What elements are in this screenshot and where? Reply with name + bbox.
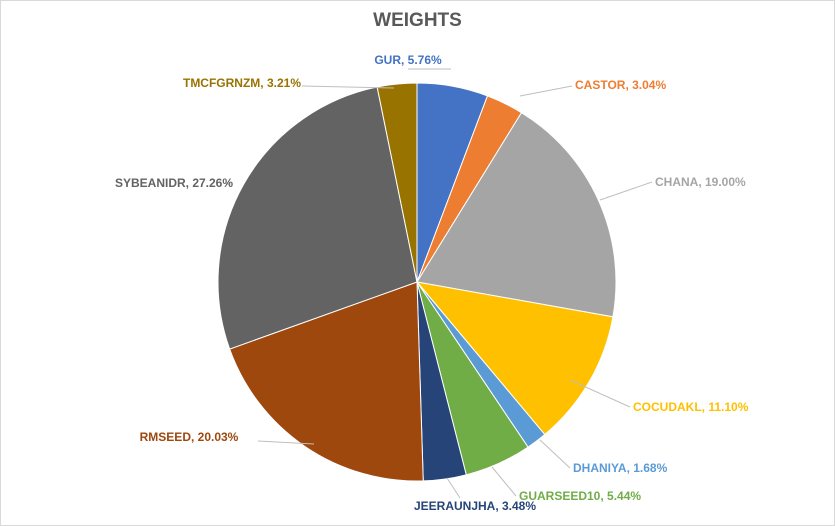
pie-slice-rmseed [229, 281, 424, 482]
data-label-dhaniya: DHANIYA, 1.68% [573, 461, 668, 475]
data-label-jeeraunjha: JEERAUNJHA, 3.48% [414, 499, 536, 513]
data-label-rmseed: RMSEED, 20.03% [140, 430, 239, 444]
data-label-cocudakl: COCUDAKL, 11.10% [633, 400, 749, 414]
leader-line-chana [599, 181, 653, 201]
pie-slice-sybeanidr [217, 86, 418, 350]
data-label-castor: CASTOR, 3.04% [575, 78, 666, 92]
pie-slice-chana [416, 111, 617, 318]
pie-slice-tmcfgrnzm [376, 82, 418, 283]
data-label-tmcfgrnzm: TMCFGRNZM, 3.21% [183, 76, 301, 90]
chart-title: WEIGHTS [373, 10, 462, 31]
leader-line-cocudakl [569, 379, 631, 408]
pie-slice-cocudakl [415, 281, 614, 436]
leader-line-rmseed [257, 440, 315, 445]
leader-line-jeeraunjha [446, 477, 461, 499]
leader-line-castor [519, 85, 573, 97]
data-label-sybeanidr: SYBEANIDR, 27.26% [115, 176, 233, 190]
data-label-guarseed10: GUARSEED10, 5.44% [519, 489, 641, 503]
leader-line-guarseed10 [491, 466, 517, 497]
leader-line-dhaniya [539, 439, 571, 469]
data-label-gur: GUR, 5.76% [374, 53, 442, 67]
data-label-chana: CHANA, 19.00% [655, 175, 746, 189]
leader-line-tmcfgrnzm [301, 85, 395, 89]
